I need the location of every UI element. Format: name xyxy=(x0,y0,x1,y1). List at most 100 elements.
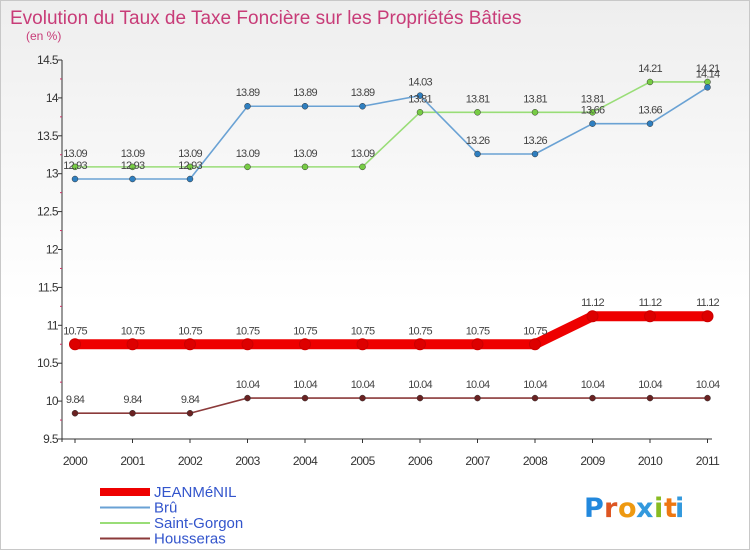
series-line xyxy=(75,311,708,350)
data-point xyxy=(186,163,194,171)
data-label: 10.75 xyxy=(121,325,145,337)
data-point xyxy=(704,394,711,402)
axes: 9.5 10 10.5 11 11.5 12 12.5 13 13.5 14 14.5 2000 200… xyxy=(37,53,721,468)
x-tick-label: 2001 xyxy=(120,454,145,468)
data-point xyxy=(646,78,654,86)
data-point xyxy=(644,310,656,323)
data-label: 12.93 xyxy=(63,160,87,172)
x-tick-label: 2010 xyxy=(638,454,663,468)
data-point xyxy=(244,102,251,110)
data-point xyxy=(129,409,136,417)
data-point xyxy=(646,394,654,402)
data-point xyxy=(71,163,79,171)
data-label: 12.93 xyxy=(178,160,202,172)
data-label: 13.89 xyxy=(236,87,260,99)
data-label: 14.21 xyxy=(638,63,662,75)
data-point xyxy=(301,102,309,110)
data-label: 10.04 xyxy=(351,379,375,391)
data-label: 13.81 xyxy=(523,93,547,105)
data-label: 10.04 xyxy=(408,379,432,391)
y-tick-label: 12 xyxy=(46,243,59,257)
data-label: 13.81 xyxy=(408,93,432,105)
data-point xyxy=(244,394,251,402)
x-tick-label: 2007 xyxy=(465,454,490,468)
data-point xyxy=(359,102,366,110)
x-tick-label: 2002 xyxy=(178,454,203,468)
data-point xyxy=(69,338,81,351)
data-label: 14.21 xyxy=(696,63,720,75)
data-point xyxy=(359,163,366,171)
logo-letter: P xyxy=(584,493,604,524)
data-label: 14.14 xyxy=(696,68,720,80)
data-label: 9.84 xyxy=(181,394,200,406)
data-point xyxy=(586,310,599,323)
data-label: 13.09 xyxy=(178,148,202,160)
y-tick-label: 9.5 xyxy=(43,432,59,446)
data-label: 10.04 xyxy=(581,379,605,391)
data-point xyxy=(186,175,194,183)
data-label: 9.84 xyxy=(123,394,142,406)
y-tick-label: 10.5 xyxy=(37,356,59,370)
data-point xyxy=(301,394,309,402)
series-layer xyxy=(69,78,714,417)
series-line xyxy=(75,397,708,415)
x-tick-label: 2006 xyxy=(408,454,433,468)
legend-label: JEANMéNIL xyxy=(154,484,237,501)
data-point xyxy=(129,175,136,183)
data-label: 13.09 xyxy=(293,148,317,160)
data-point xyxy=(186,409,194,417)
data-label: 10.04 xyxy=(638,379,662,391)
data-label: 10.75 xyxy=(178,325,202,337)
y-tick-label: 14.5 xyxy=(37,53,59,67)
data-label: 13.26 xyxy=(523,135,547,147)
data-label: 13.09 xyxy=(236,148,260,160)
data-label: 13.81 xyxy=(581,93,605,105)
data-point xyxy=(646,120,654,127)
data-point xyxy=(184,338,196,351)
data-label: 10.75 xyxy=(523,325,547,337)
data-point xyxy=(126,338,139,351)
x-tick-label: 2009 xyxy=(580,454,605,468)
data-point xyxy=(589,120,596,127)
y-tick-label: 13.5 xyxy=(37,129,59,143)
chart-subtitle: (en %) xyxy=(26,29,61,43)
data-label: 13.09 xyxy=(351,148,375,160)
y-tick-label: 11.5 xyxy=(38,280,59,294)
data-label: 13.09 xyxy=(121,148,145,160)
data-point xyxy=(474,394,481,402)
data-label: 10.75 xyxy=(293,325,317,337)
series-line xyxy=(75,81,708,168)
logo-letter: x xyxy=(636,493,653,524)
data-label: 10.75 xyxy=(63,325,87,337)
data-point xyxy=(129,163,136,171)
legend-label: Housseras xyxy=(154,531,226,548)
data-label: 14.03 xyxy=(408,77,432,89)
data-label: 9.84 xyxy=(66,394,85,406)
data-point xyxy=(531,150,539,158)
data-point xyxy=(531,394,539,402)
x-tick-label: 2011 xyxy=(696,454,720,468)
data-point xyxy=(589,109,596,116)
data-label: 10.75 xyxy=(351,325,375,337)
data-point xyxy=(301,163,309,171)
data-point xyxy=(244,163,251,171)
data-label: 13.89 xyxy=(351,87,375,99)
logo-letter: t xyxy=(664,493,677,524)
data-point xyxy=(241,338,254,351)
x-tick-label: 2000 xyxy=(63,454,88,468)
x-tick-label: 2004 xyxy=(293,454,318,468)
data-label: 10.04 xyxy=(696,379,720,391)
data-point xyxy=(589,394,596,402)
data-labels-layer: 10.75 10.75 10.75 10.75 10.75 10.75 10.75 10.75… xyxy=(63,63,721,406)
logo-letter: r xyxy=(604,493,618,524)
data-label: 10.75 xyxy=(466,325,490,337)
data-point xyxy=(299,338,311,351)
data-point xyxy=(416,109,424,116)
data-point xyxy=(359,394,366,402)
x-tick-label: 2005 xyxy=(350,454,375,468)
logo-letter: i xyxy=(675,493,684,524)
x-tick-label: 2008 xyxy=(523,454,548,468)
data-label: 13.66 xyxy=(581,105,605,117)
